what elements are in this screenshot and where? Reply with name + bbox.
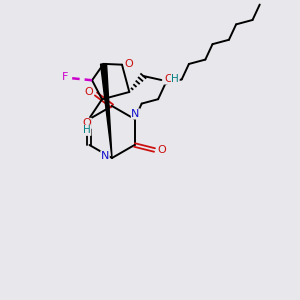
Text: N: N <box>101 151 109 161</box>
Text: N: N <box>131 109 140 119</box>
Text: H: H <box>171 74 179 84</box>
Text: O: O <box>85 87 93 97</box>
Polygon shape <box>100 64 112 158</box>
Text: F: F <box>62 72 68 82</box>
Text: O: O <box>164 74 173 84</box>
Text: O: O <box>157 145 166 155</box>
Text: H: H <box>83 125 91 135</box>
Text: O: O <box>124 59 134 69</box>
Text: O: O <box>82 118 91 128</box>
